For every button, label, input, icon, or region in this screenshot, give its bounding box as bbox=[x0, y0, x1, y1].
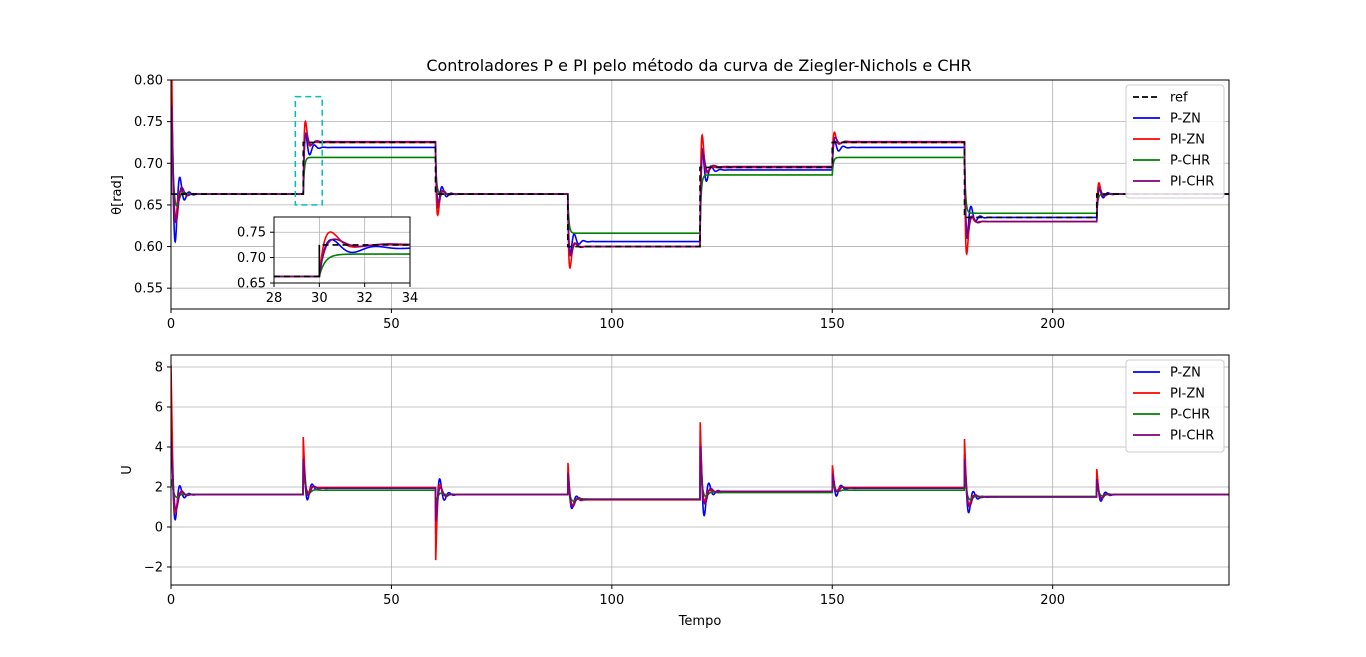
bottom-series-line-pi-chr bbox=[171, 436, 1229, 522]
bottom-series bbox=[171, 364, 1229, 561]
legend-label-p-chr: P-CHR bbox=[1170, 408, 1210, 423]
top-xtick-label: 0 bbox=[167, 317, 175, 332]
top-ytick-label: 0.80 bbox=[134, 74, 163, 89]
inset-xtick-label: 30 bbox=[311, 291, 328, 306]
bottom-ytick-label: 8 bbox=[155, 361, 163, 376]
bottom-ytick-label: 4 bbox=[155, 441, 163, 456]
legend-label-p-zn: P-ZN bbox=[1170, 366, 1201, 381]
bottom-ytick-label: −2 bbox=[144, 561, 163, 576]
bottom-legend: P-ZN PI-ZN P-CHR PI-CHR bbox=[1125, 359, 1225, 453]
inset-chart: 28 30 32 34 0.65 0.70 0.75 bbox=[237, 216, 418, 306]
chart-title: Controladores P e PI pelo método da curv… bbox=[426, 56, 971, 75]
bottom-ticks: 0 50 100 150 200 −2 0 2 4 6 8 bbox=[144, 361, 1065, 609]
top-ticks: 0 50 100 150 200 0.55 0.60 0.65 0.70 0.75 0.80 bbox=[134, 74, 1065, 333]
bottom-xtick-label: 50 bbox=[383, 593, 400, 608]
legend-label-pi-chr: PI-CHR bbox=[1170, 175, 1214, 190]
inset-ytick-label: 0.65 bbox=[237, 277, 266, 292]
zoom-highlight-box bbox=[294, 95, 323, 206]
top-chart: Controladores P e PI pelo método da curv… bbox=[110, 56, 1230, 333]
top-series bbox=[171, 80, 1229, 270]
bottom-xtick-label: 100 bbox=[599, 593, 624, 608]
legend-label-pi-chr: PI-CHR bbox=[1170, 429, 1214, 444]
legend-label-p-zn: P-ZN bbox=[1170, 112, 1201, 127]
top-y-axis-label: θ[rad] bbox=[110, 175, 125, 215]
legend-frame bbox=[1125, 84, 1225, 199]
top-ytick-label: 0.60 bbox=[134, 240, 163, 255]
top-xtick-label: 200 bbox=[1040, 317, 1065, 332]
legend-label-ref: ref bbox=[1170, 91, 1188, 106]
top-ytick-label: 0.70 bbox=[134, 157, 163, 172]
bottom-xtick-label: 0 bbox=[167, 593, 175, 608]
top-legend: ref P-ZN PI-ZN P-CHR PI-CHR bbox=[1125, 84, 1225, 199]
bottom-x-axis-label: Tempo bbox=[678, 614, 722, 629]
bottom-chart: 0 50 100 150 200 −2 0 2 4 6 8 U Tempo P-ZN PI-ZN P-C… bbox=[120, 354, 1230, 629]
legend-frame bbox=[1125, 359, 1225, 453]
inset-xtick-label: 34 bbox=[402, 291, 419, 306]
inset-xtick-label: 32 bbox=[356, 291, 373, 306]
inset-ticks: 28 30 32 34 0.65 0.70 0.75 bbox=[237, 226, 418, 306]
bottom-axes-frame bbox=[170, 354, 1230, 586]
bottom-y-axis-label: U bbox=[120, 465, 135, 475]
legend-label-pi-zn: PI-ZN bbox=[1170, 133, 1205, 148]
top-ytick-label: 0.65 bbox=[134, 198, 163, 213]
inset-ytick-label: 0.70 bbox=[237, 251, 266, 266]
bottom-xtick-label: 150 bbox=[820, 593, 845, 608]
inset-series bbox=[274, 231, 410, 278]
legend-label-p-chr: P-CHR bbox=[1170, 154, 1210, 169]
top-ytick-label: 0.75 bbox=[134, 115, 163, 130]
inset-background bbox=[274, 217, 410, 283]
top-xtick-label: 150 bbox=[820, 317, 845, 332]
legend-label-pi-zn: PI-ZN bbox=[1170, 387, 1205, 402]
top-xtick-label: 100 bbox=[599, 317, 624, 332]
bottom-ytick-label: 6 bbox=[155, 401, 163, 416]
top-ytick-label: 0.55 bbox=[134, 282, 163, 297]
top-series-line-ref bbox=[171, 141, 1229, 248]
inset-xtick-label: 28 bbox=[266, 291, 283, 306]
bottom-xtick-label: 200 bbox=[1040, 593, 1065, 608]
inset-axes-frame bbox=[273, 216, 411, 284]
top-axes-frame bbox=[170, 79, 1230, 310]
top-xtick-label: 50 bbox=[383, 317, 400, 332]
inset-ytick-label: 0.75 bbox=[237, 226, 266, 241]
bottom-ytick-label: 2 bbox=[155, 481, 163, 496]
bottom-ytick-label: 0 bbox=[155, 521, 163, 536]
